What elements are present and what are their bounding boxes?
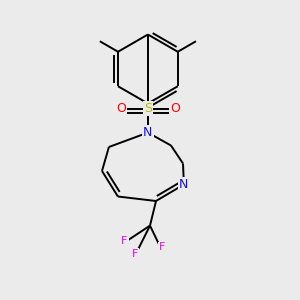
Text: N: N [179, 178, 189, 191]
Text: S: S [144, 102, 152, 115]
Text: F: F [132, 249, 138, 259]
Text: N: N [143, 126, 153, 139]
Text: O: O [170, 102, 180, 115]
Text: F: F [121, 236, 128, 247]
Text: O: O [116, 102, 126, 115]
Text: F: F [159, 242, 165, 253]
